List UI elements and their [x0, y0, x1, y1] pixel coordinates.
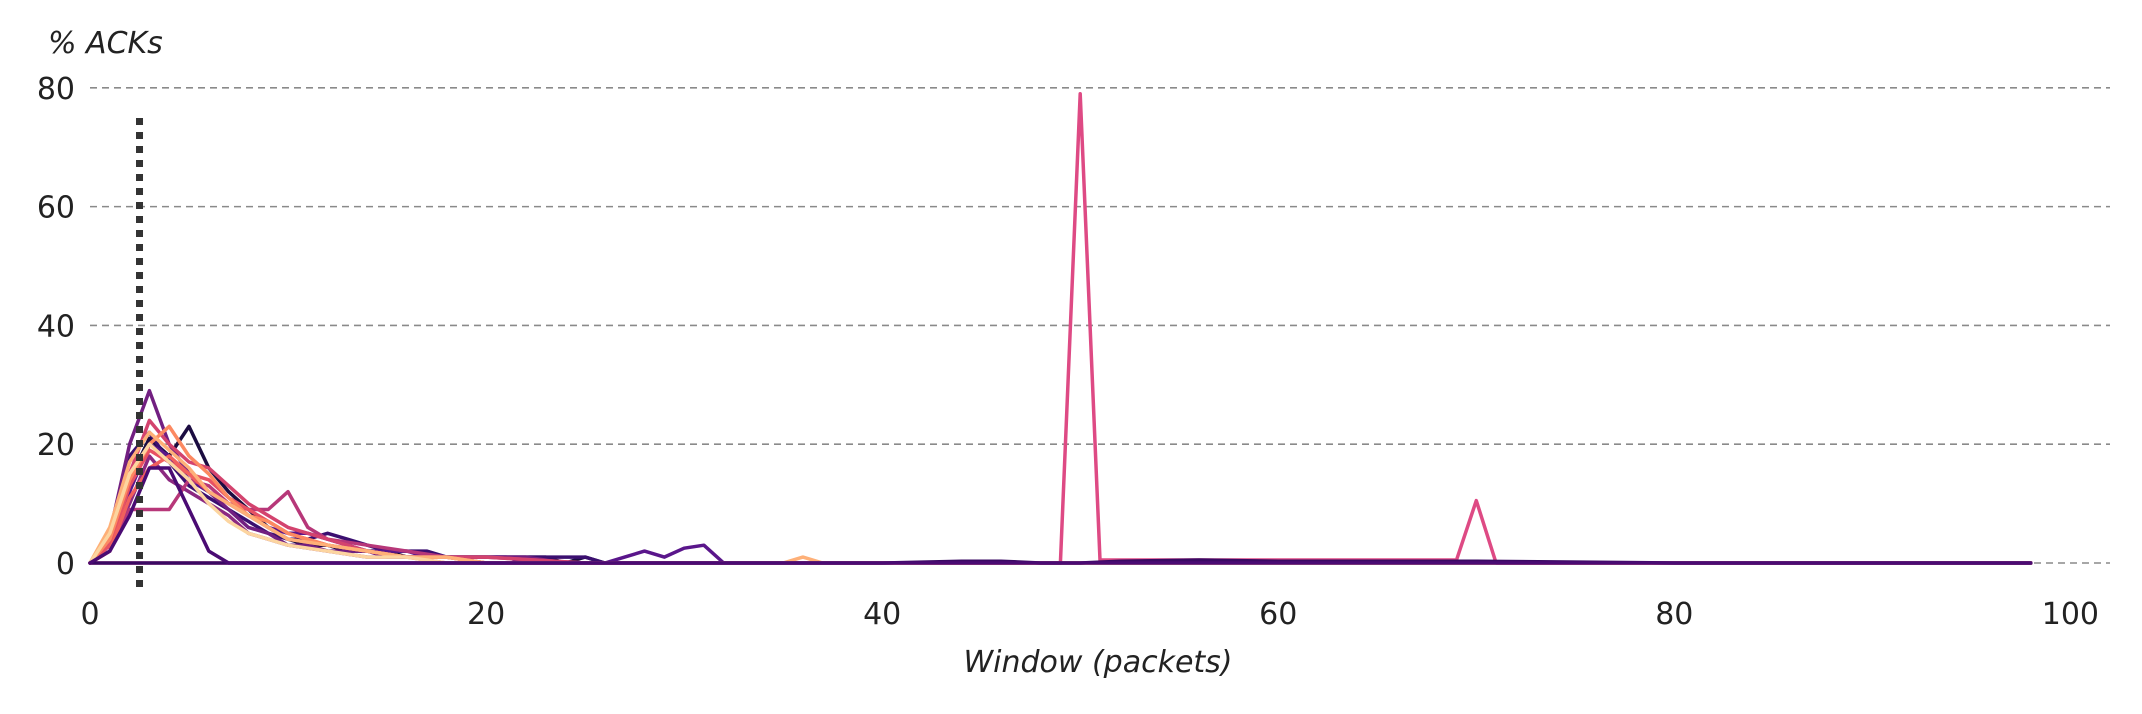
y-axis-title: % ACKs	[48, 26, 163, 61]
x-tick-label: 80	[1655, 597, 1693, 632]
x-tick-label: 20	[467, 597, 505, 632]
y-tick-labels: 0 20 40 60 80	[37, 72, 75, 582]
horizontal-gridlines	[90, 87, 2110, 564]
series-line	[88, 92, 2033, 565]
series-line	[88, 466, 2033, 565]
y-tick-label: 20	[37, 428, 75, 463]
series-lines	[88, 92, 2033, 565]
x-tick-label: 60	[1259, 597, 1297, 632]
x-tick-labels: 0 20 40 60 80 100	[80, 597, 2099, 632]
y-tick-label: 80	[37, 72, 75, 107]
y-tick-label: 60	[37, 191, 75, 226]
x-tick-label: 100	[2042, 597, 2099, 632]
x-tick-label: 0	[80, 597, 99, 632]
x-axis-title: Window (packets)	[963, 645, 1232, 680]
y-tick-label: 0	[56, 547, 75, 582]
y-tick-label: 40	[37, 309, 75, 344]
x-tick-label: 40	[863, 597, 901, 632]
series-line	[88, 558, 2033, 565]
